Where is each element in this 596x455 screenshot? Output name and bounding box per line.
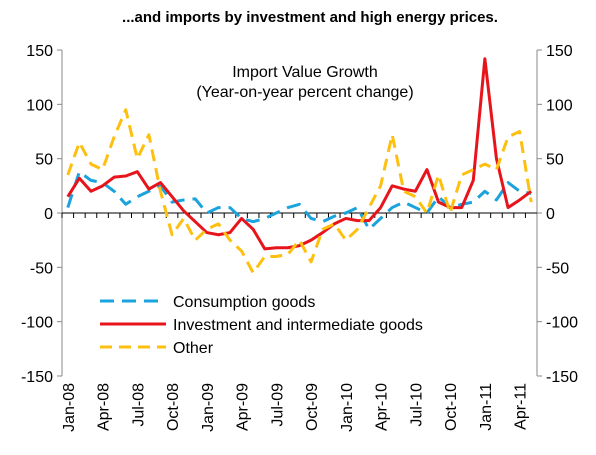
y-tick-label: 50 [35,152,53,169]
series-line [66,108,533,275]
y2-tick-label: -100 [546,315,578,332]
x-tick-label: Apr-10 [374,383,391,431]
x-tick-label: Apr-09 [235,383,252,431]
y2-tick-label: 150 [546,43,573,60]
x-tick-label: Apr-08 [96,383,113,431]
y-tick-label: -50 [30,260,53,277]
y-tick-label: -100 [21,315,53,332]
x-tick-label: Jul-09 [269,383,286,427]
x-tick-label: Oct-10 [443,383,460,431]
annotation: (Year-on-year percent change) [196,84,413,101]
x-tick-label: Jan-11 [478,383,495,431]
y2-tick-label: 50 [546,152,564,169]
y-tick-label: 0 [44,206,53,223]
y2-tick-label: -150 [546,369,578,386]
x-tick-label: Apr-11 [513,383,530,430]
y2-tick-label: -50 [546,260,569,277]
y-tick-label: -150 [21,369,53,386]
x-tick-label: Jan-09 [200,383,217,432]
x-tick-label: Jan-08 [61,383,78,432]
y-tick-label: 150 [26,43,53,60]
x-tick-label: Jul-08 [130,383,147,427]
legend-label: Investment and intermediate goods [173,317,423,334]
y-tick-label: 100 [26,97,53,114]
y2-tick-label: 0 [546,206,555,223]
x-tick-label: Oct-08 [165,383,182,431]
series-line [66,57,533,251]
x-tick-label: Oct-09 [304,383,321,431]
x-tick-label: Jul-10 [408,383,425,427]
legend-label: Other [173,340,214,357]
series-line [66,170,532,231]
chart-title: ...and imports by investment and high en… [122,9,498,26]
annotation: Import Value Growth [232,64,378,81]
y2-tick-label: 100 [546,97,573,114]
x-tick-label: Jan-10 [339,383,356,432]
legend-label: Consumption goods [173,294,315,311]
